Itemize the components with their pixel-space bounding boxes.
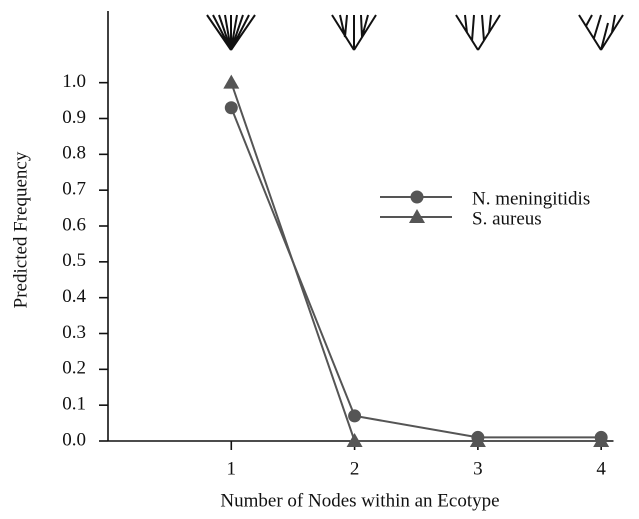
marker [223,75,239,89]
x-tick-label: 3 [473,458,483,479]
series-line [231,83,601,441]
tree-icon [207,15,255,50]
y-tick-label: 0.3 [62,322,86,343]
y-tick-label: 0.7 [62,179,86,200]
marker [348,409,361,422]
marker [411,191,424,204]
y-tick-label: 0.2 [62,358,86,379]
x-tick-label: 4 [596,458,606,479]
chart: Predicted Frequency Number of Nodes with… [0,0,639,519]
y-tick-label: 0.5 [62,250,86,271]
y-tick-label: 0.6 [62,214,86,235]
y-tick-label: 0.9 [62,107,86,128]
legend-label: N. meningitidis [472,188,590,209]
y-tick-label: 0.4 [62,286,86,307]
x-axis-label: Number of Nodes within an Ecotype [220,490,499,511]
tree-icon [456,15,500,50]
marker [225,101,238,114]
y-axis-label: Predicted Frequency [10,151,31,308]
x-tick-label: 2 [350,458,360,479]
series-line [231,108,601,438]
y-tick-label: 0.8 [62,143,86,164]
tree-icon [332,15,376,50]
y-tick-label: 0.1 [62,394,86,415]
tree-icon [579,15,623,50]
legend-label: S. aureus [472,208,542,229]
y-tick-label: 1.0 [62,71,86,92]
x-tick-label: 1 [227,458,237,479]
y-tick-label: 0.0 [62,429,86,450]
tree-icons [207,15,623,50]
